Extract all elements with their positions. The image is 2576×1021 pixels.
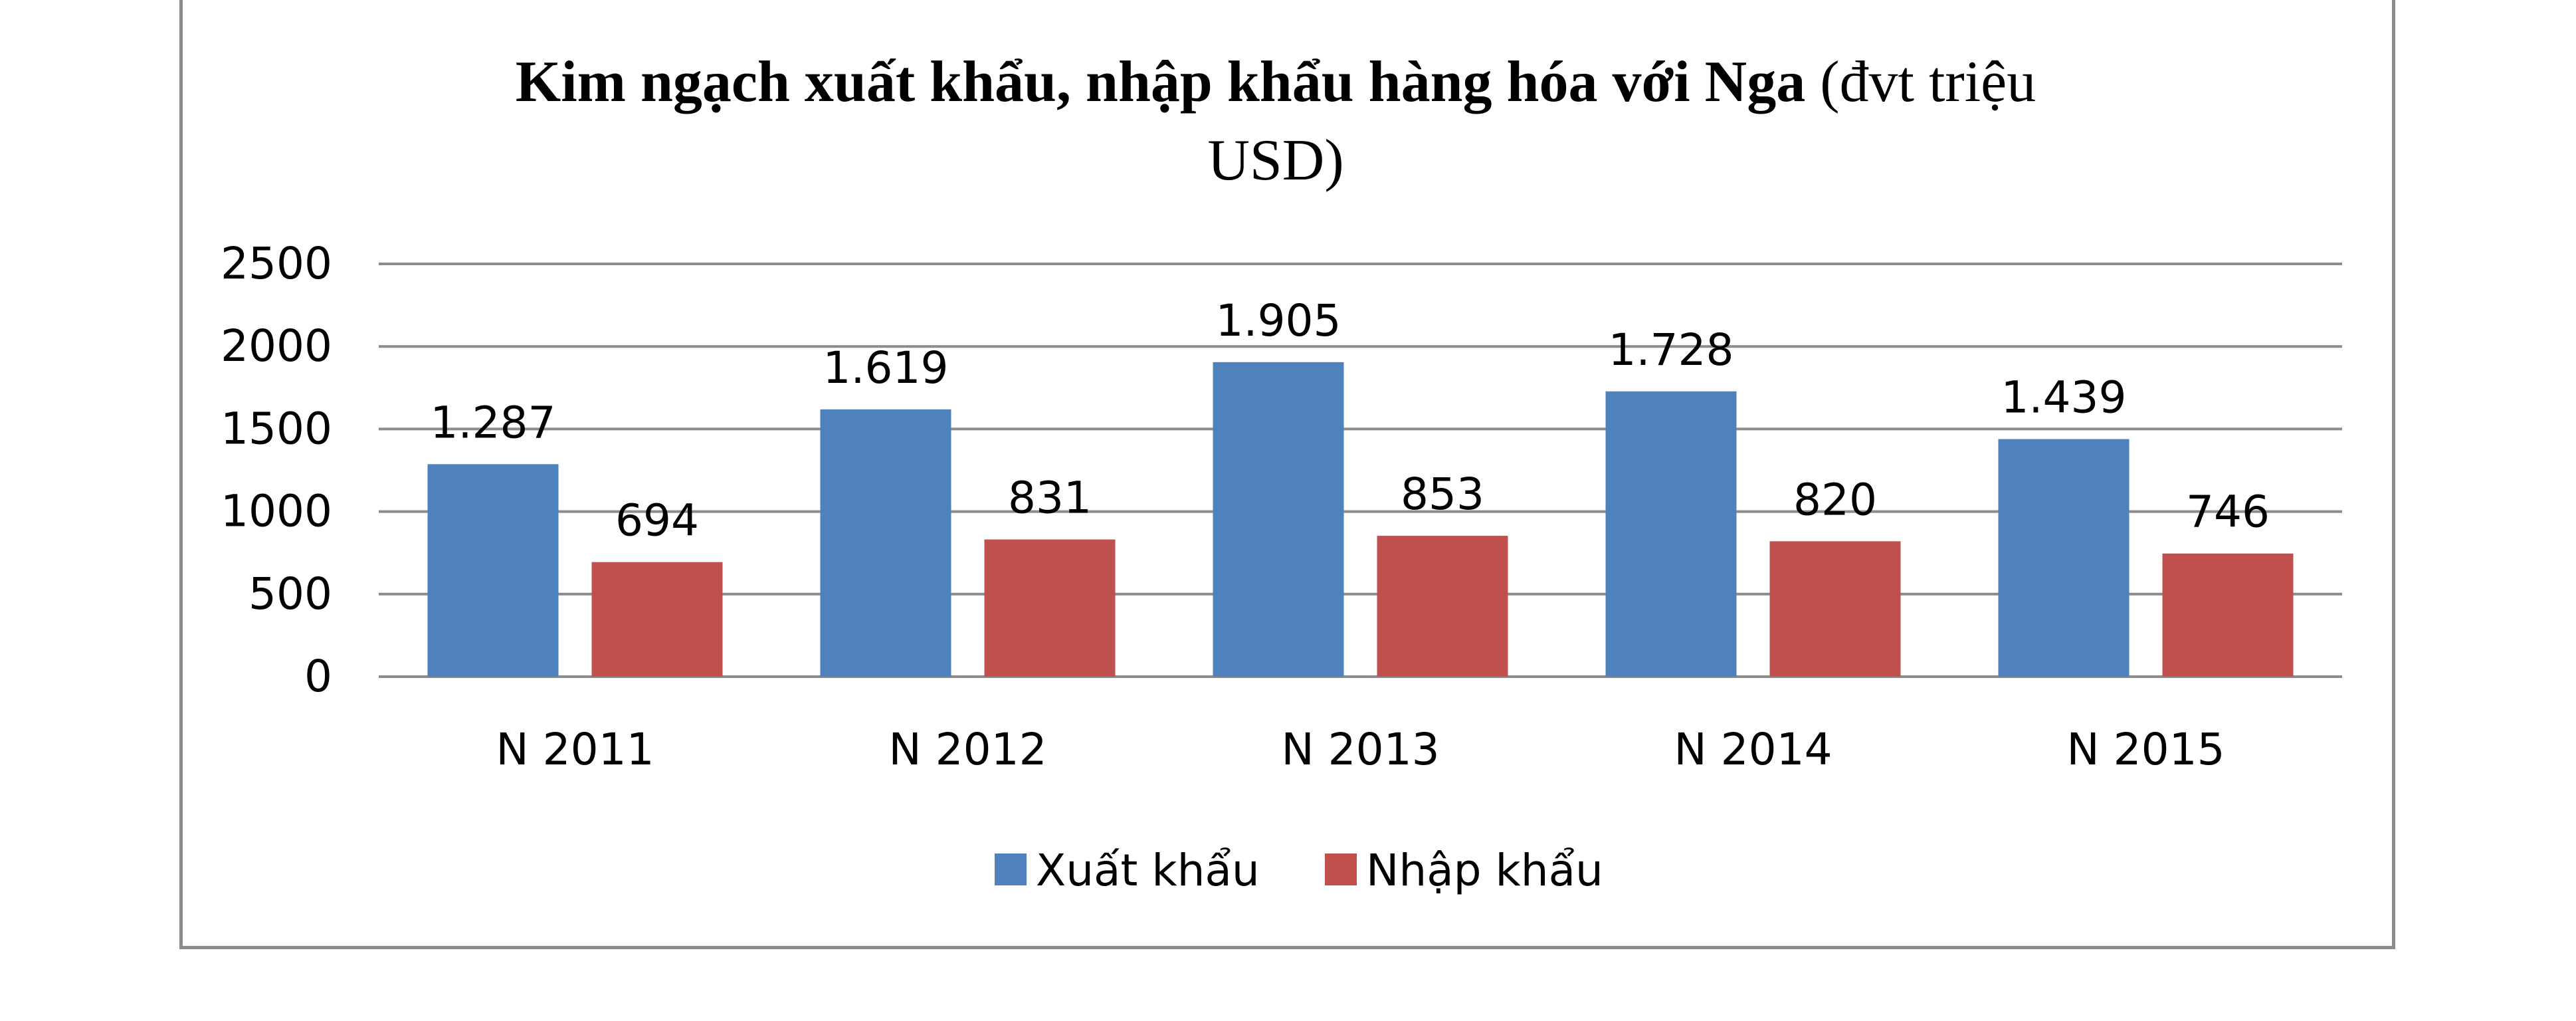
legend-swatch-import [1325,853,1357,885]
data-label: 1.728 [1609,324,1734,376]
bar-import [1377,536,1508,677]
data-label: 1.287 [431,397,556,448]
y-tick-label: 2500 [221,238,332,289]
y-axis: 0 500 1000 1500 2000 2500 [221,238,332,702]
data-label: 1.905 [1216,295,1341,346]
bar-export [1998,439,2130,677]
legend-swatch-export [995,853,1027,885]
data-label: 746 [2186,487,2270,538]
y-tick-label: 1500 [221,403,332,454]
legend: Xuất khẩu Nhập khẩu [995,845,1603,896]
x-tick-label: N 2012 [888,724,1046,775]
data-label: 1.439 [2001,372,2127,423]
legend-label: Xuất khẩu [1036,845,1260,896]
bars: 1.287 694 1.619 831 1.905 853 1.728 820 1.439 746 [427,295,2294,677]
bar-export [1213,362,1344,677]
bar-export [820,409,951,677]
x-axis: N 2011 N 2012 N 2013 N 2014 N 2015 [496,724,2225,775]
bar-import [2162,553,2294,677]
y-tick-label: 1000 [221,486,332,537]
data-label: 831 [1008,473,1092,524]
data-label: 853 [1401,469,1484,520]
chart-title-line2: USD) [1207,128,1343,193]
bar-export [427,464,559,677]
bar-import [591,562,723,677]
y-tick-label: 500 [248,568,332,620]
chart-title-unit: (đvt triệu [1805,50,2036,114]
bar-export [1605,391,1737,677]
y-tick-label: 0 [304,651,332,702]
chart-title-line1: Kim ngạch xuất khẩu, nhập khẩu hàng hóa … [516,50,2036,114]
bar-import [984,539,1116,677]
y-tick-label: 2000 [221,320,332,372]
chart-title-bold: Kim ngạch xuất khẩu, nhập khẩu hàng hóa … [516,50,1805,114]
x-tick-label: N 2011 [496,724,654,775]
x-tick-label: N 2015 [2066,724,2225,775]
x-tick-label: N 2013 [1281,724,1439,775]
x-tick-label: N 2014 [1674,724,1832,775]
data-label: 820 [1793,474,1877,525]
bar-import [1769,541,1901,677]
legend-label: Nhập khẩu [1366,845,1603,896]
data-label: 694 [615,495,699,546]
data-label: 1.619 [823,342,949,394]
